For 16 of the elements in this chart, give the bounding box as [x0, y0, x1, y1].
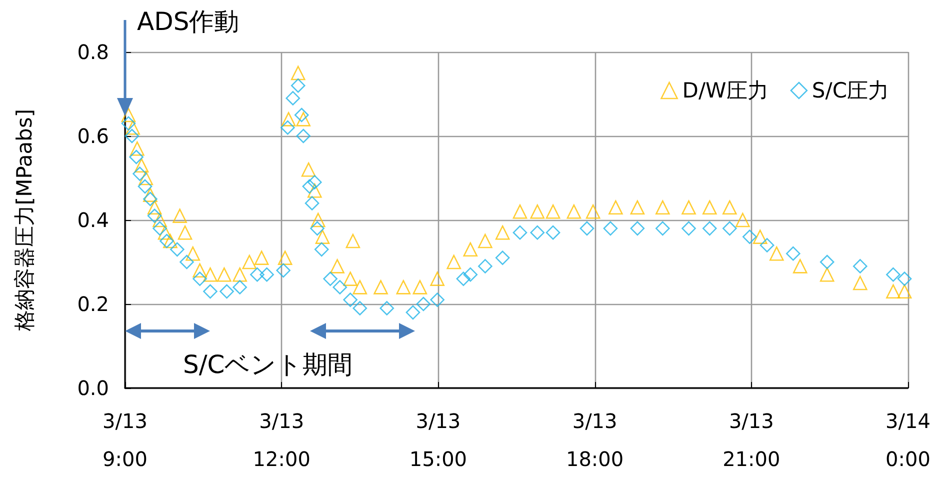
y-tick-label: 0.8 [77, 40, 109, 64]
x-tick-label: 3/13 9:00 [102, 409, 148, 471]
y-tick-label: 0.0 [77, 376, 109, 400]
legend-label: S/C圧力 [812, 78, 890, 102]
annotation: S/Cベント期間 [183, 349, 353, 381]
x-tick-label: 3/13 18:00 [566, 409, 624, 471]
x-tick-label: 3/14 0:00 [886, 409, 930, 471]
y-axis-title: 格納容器圧力[MPaabs] [12, 108, 36, 332]
text: ADS作動 [137, 6, 240, 38]
x-tick-label: 3/13 21:00 [722, 409, 780, 471]
x-tick-label: 3/13 12:00 [252, 409, 310, 471]
y-tick-label: 0.4 [77, 208, 109, 232]
y-tick-label: 0.2 [77, 292, 109, 316]
x-tick-label: 3/13 15:00 [409, 409, 468, 471]
y-tick-label: 0.6 [77, 124, 109, 148]
legend-label: D/W圧力 [682, 78, 768, 102]
